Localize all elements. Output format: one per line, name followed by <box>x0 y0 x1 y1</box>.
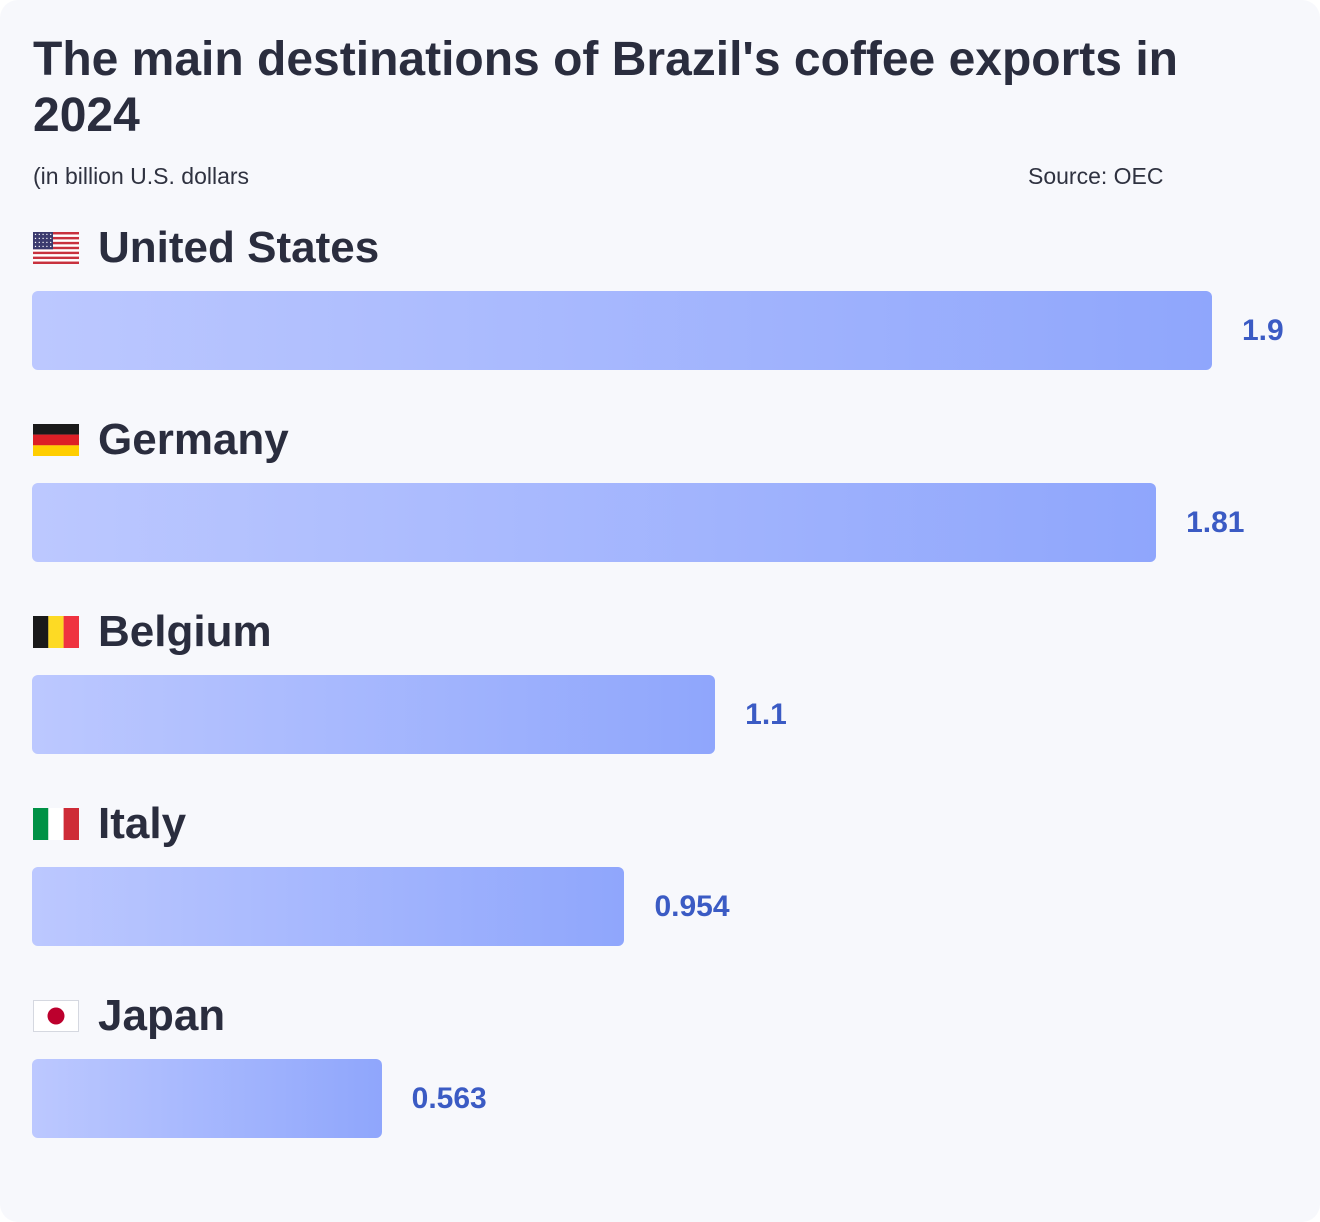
category-label: Japan <box>33 990 225 1042</box>
chart-source: Source: OEC <box>1028 163 1164 189</box>
category-label: Belgium <box>33 606 272 658</box>
us-flag-icon <box>33 232 79 264</box>
belgium-flag-icon <box>33 616 79 648</box>
category-name: Japan <box>98 991 226 1040</box>
bar <box>32 1059 382 1138</box>
italy-flag-icon <box>33 808 79 840</box>
category-name: Belgium <box>98 607 272 656</box>
bar-value-label: 1.9 <box>1242 314 1284 347</box>
category-name: Germany <box>98 415 289 464</box>
bar <box>32 867 625 946</box>
category-name: Italy <box>98 799 187 848</box>
bar <box>32 483 1157 562</box>
bar-value-label: 1.81 <box>1186 506 1245 539</box>
chart-subtitle: (in billion U.S. dollars <box>33 163 250 189</box>
chart-title: The main destinations of Brazil's coffee… <box>33 33 1178 142</box>
category-label: Germany <box>33 414 289 466</box>
japan-flag-icon <box>33 1000 79 1032</box>
germany-flag-icon <box>33 424 79 456</box>
bar-value-label: 1.1 <box>745 698 787 731</box>
bar <box>32 291 1212 370</box>
category-label: Italy <box>33 798 186 850</box>
bar-value-label: 0.954 <box>654 890 730 923</box>
category-name: United States <box>98 223 380 272</box>
category-label: United States <box>33 222 379 274</box>
bar <box>32 675 716 754</box>
bar-value-label: 0.563 <box>411 1082 487 1115</box>
